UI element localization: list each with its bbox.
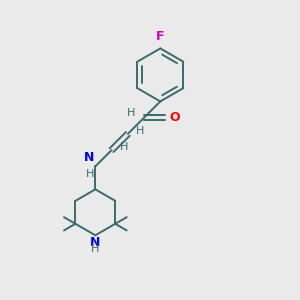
Text: O: O — [170, 111, 180, 124]
Text: H: H — [136, 126, 144, 136]
Text: N: N — [83, 151, 94, 164]
Text: H: H — [120, 142, 128, 152]
Text: F: F — [156, 30, 165, 43]
Text: H: H — [127, 108, 135, 118]
Text: H: H — [85, 169, 94, 179]
Text: H: H — [91, 244, 100, 254]
Text: N: N — [90, 236, 100, 249]
